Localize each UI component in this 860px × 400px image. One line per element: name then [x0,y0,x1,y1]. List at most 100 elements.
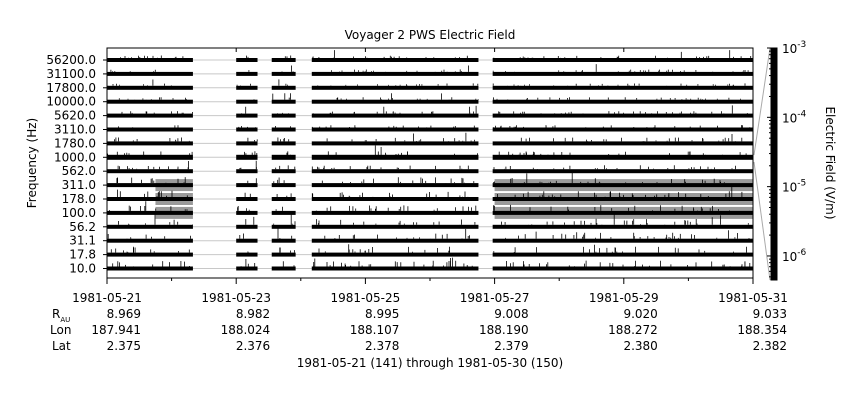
channel-spikes-100.0-2 [275,206,283,211]
channel-trace-311.0-2 [271,183,296,188]
channel-spikes-17.8-2 [279,247,295,253]
channel-spikes-5620.0-4 [498,105,748,114]
channel-trace-10000.0-2 [271,99,296,104]
colorbar-tick-label-0: 10-3 [782,40,806,56]
channel-spikes-1000.0-1 [244,151,258,156]
channel-trace-31.1-4 [492,238,753,243]
channel-spikes-311.0-4 [493,173,725,184]
channel-trace-56200.0-3 [311,58,479,62]
channel-spikes-5620.0-2 [277,112,289,114]
channel-traces [106,50,753,271]
channel-spikes-10.0-2 [282,261,295,267]
colorbar-connector-top [753,47,771,156]
channel-trace-10.0-1 [236,266,258,271]
ephemeris-lon-4: 188.272 [608,323,658,337]
channel-trace-10000.0-1 [236,99,258,104]
x-tick-label-1981-05-31: 1981-05-31 [718,291,788,305]
channel-trace-31.1-1 [236,238,258,243]
channel-trace-17800.0-3 [311,85,479,90]
channel-label-1780.0: 1780.0 [54,136,96,150]
ephemeris-lon-1: 188.024 [221,323,271,337]
channel-label-56.2: 56.2 [69,220,96,234]
channel-trace-3110.0-4 [492,127,753,132]
channel-trace-5620.0-1 [236,113,258,118]
channel-trace-178.0-4 [492,197,753,201]
channel-trace-100.0-1 [236,210,258,215]
ephemeris-lat-1: 2.376 [236,339,270,353]
channel-spikes-10000.0-4 [493,97,741,100]
channel-spikes-1780.0-2 [277,137,290,142]
channel-spikes-562.0-1 [239,160,257,170]
channel-label-1000.0: 1000.0 [54,150,96,164]
plot-frame [106,47,754,279]
channel-spikes-56.2-3 [316,219,476,225]
channel-label-562.0: 562.0 [62,164,96,178]
channel-spikes-31.1-4 [505,230,750,239]
channel-spikes-17.8-0 [110,246,190,253]
channel-trace-562.0-0 [107,169,193,174]
colorbar-frame [770,47,778,281]
ephemeris-r_au-0: 8.969 [107,307,141,321]
ephemeris-r_au-1: 8.982 [236,307,270,321]
channel-trace-3110.0-2 [271,127,296,132]
channel-labels: 56200.031100.017800.010000.05620.03110.0… [46,53,107,276]
channel-trace-31100.0-3 [311,71,479,76]
channel-spikes-1000.0-3 [322,145,478,156]
channel-trace-10.0-4 [492,266,753,271]
channel-spikes-31.1-2 [277,228,293,239]
channel-trace-17.8-1 [236,252,258,257]
channel-trace-178.0-2 [271,197,296,201]
channel-spikes-100.0-1 [237,206,250,211]
ephemeris-label-lat: Lat [52,339,71,353]
channel-label-5620.0: 5620.0 [54,109,96,123]
channel-spikes-17.8-4 [493,244,747,253]
channel-trace-1000.0-2 [271,154,296,160]
channel-spikes-311.0-0 [116,177,186,184]
ephemeris-lat-4: 2.380 [623,339,657,353]
channel-spikes-10.0-4 [506,260,751,267]
colorbar-tick-label-1: 10-4 [782,109,807,125]
channel-spikes-3110.0-0 [118,125,179,128]
channel-spikes-5620.0-0 [121,111,193,114]
channel-spikes-1780.0-1 [247,137,258,142]
channel-trace-1000.0-4 [492,154,753,160]
channel-spikes-562.0-0 [117,161,189,170]
channel-spikes-178.0-0 [117,189,188,197]
channel-spikes-5620.0-1 [241,106,247,114]
channel-spikes-10000.0-2 [272,93,291,100]
channel-spikes-17800.0-0 [107,79,172,86]
x-tick-label-1981-05-23: 1981-05-23 [201,291,271,305]
channel-spikes-10.0-1 [240,259,256,267]
channel-trace-17.8-0 [107,252,193,257]
channel-trace-1780.0-0 [107,141,193,146]
channel-spikes-178.0-4 [497,186,743,197]
channel-label-17800.0: 17800.0 [46,81,96,95]
channel-label-10.0: 10.0 [69,262,96,276]
channel-spikes-56200.0-1 [246,55,249,58]
channel-spikes-10000.0-3 [336,93,479,100]
ephemeris-label-r: RAU [52,307,70,324]
x-tick-label-1981-05-29: 1981-05-29 [589,291,659,305]
channel-trace-10.0-3 [311,266,479,271]
channel-trace-31.1-0 [107,238,193,243]
channel-spikes-100.0-3 [315,205,477,211]
channel-trace-56200.0-0 [107,58,193,62]
ephemeris-r_au-3: 9.008 [494,307,528,321]
channel-label-100.0: 100.0 [62,206,96,220]
channel-spikes-31100.0-0 [110,69,156,72]
channel-spikes-17800.0-4 [492,83,746,86]
channel-trace-17.8-4 [492,252,753,257]
x-tick-label-1981-05-27: 1981-05-27 [460,291,530,305]
channel-trace-3110.0-1 [236,127,258,132]
channel-spikes-31.1-0 [107,234,191,239]
channel-trace-5620.0-4 [492,113,753,118]
channel-spikes-17.8-1 [247,251,250,253]
channel-trace-10.0-0 [107,266,193,271]
channel-trace-1780.0-3 [311,141,479,146]
channel-spikes-10.0-3 [313,257,473,267]
channel-spikes-5620.0-3 [312,105,477,114]
channel-trace-1780.0-1 [236,141,258,146]
channel-spikes-17800.0-2 [278,79,288,86]
channel-spikes-31100.0-2 [281,65,294,72]
channel-trace-56200.0-2 [271,58,296,62]
